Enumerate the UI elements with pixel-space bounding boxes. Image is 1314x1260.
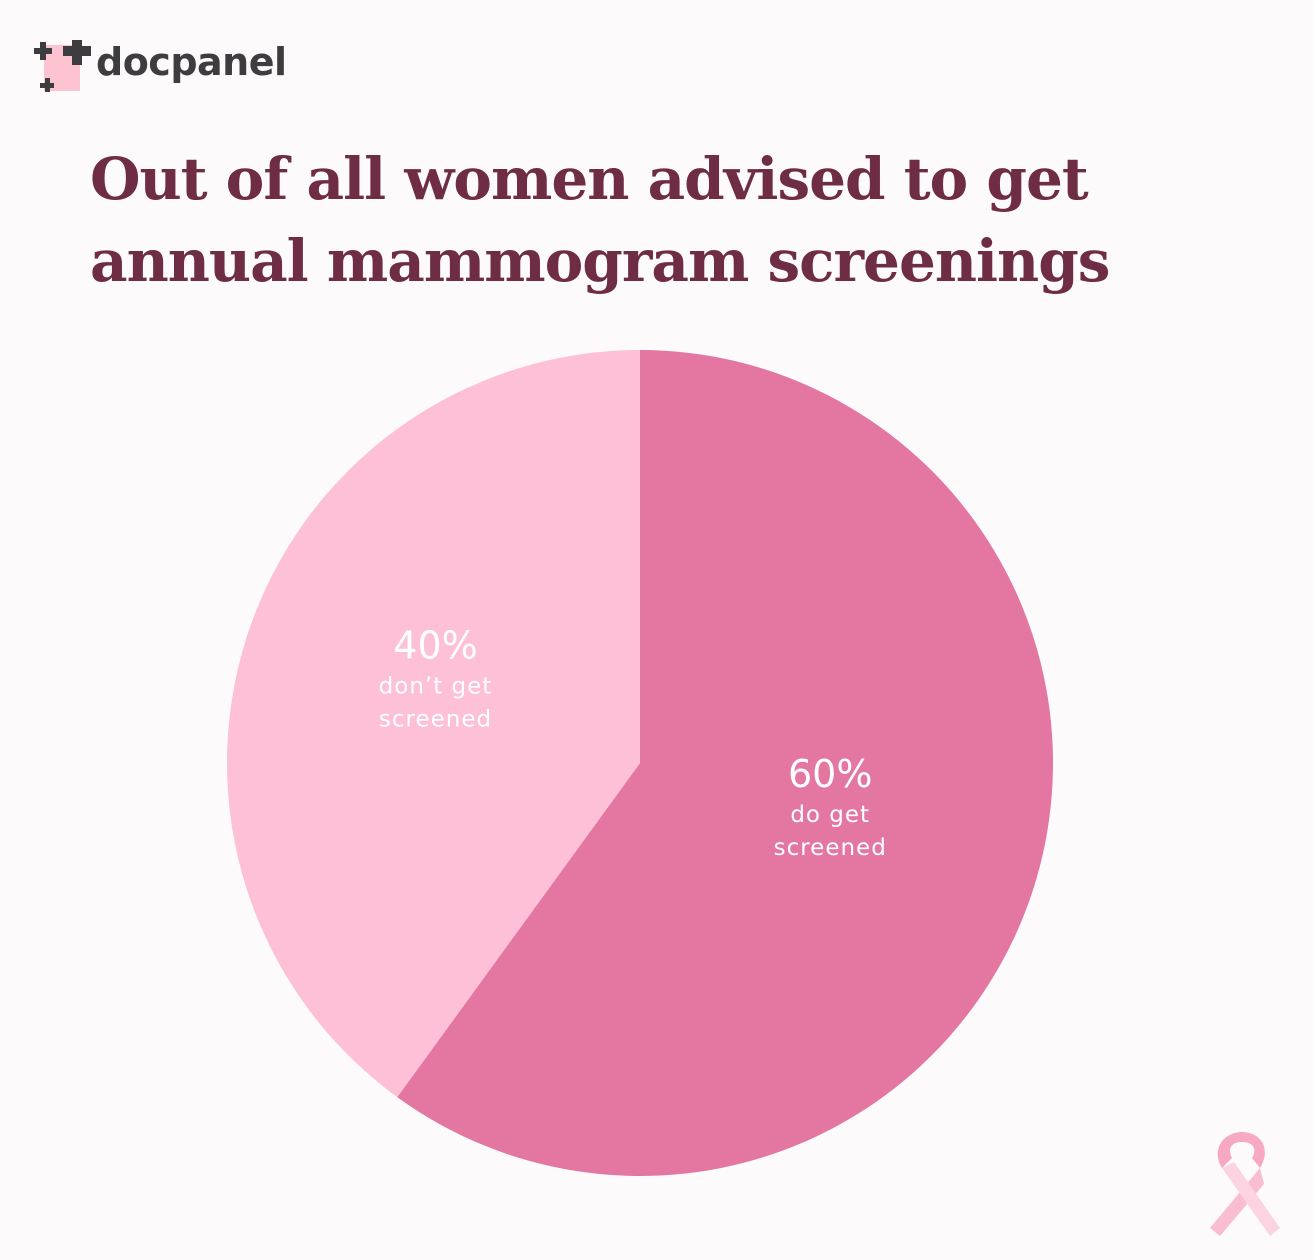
slice-percent-label: 40% (393, 624, 477, 668)
pink-ribbon-icon (1210, 1132, 1280, 1236)
brand-name: docpanel (96, 40, 287, 84)
docpanel-logo: docpanel (34, 40, 294, 96)
slice-description-label: screened (379, 707, 492, 733)
chart-title: Out of all women advised to get annual m… (90, 145, 1110, 295)
slice-percent-label: 60% (788, 752, 872, 796)
slice-description-label: don’t get (379, 674, 493, 700)
medical-cross-logo-icon (34, 40, 91, 92)
slice-description-label: do get (790, 802, 870, 828)
pie-slice-40 (226, 350, 641, 1098)
pie-slice-60 (397, 350, 1053, 1176)
slice-description-label: screened (774, 835, 887, 861)
